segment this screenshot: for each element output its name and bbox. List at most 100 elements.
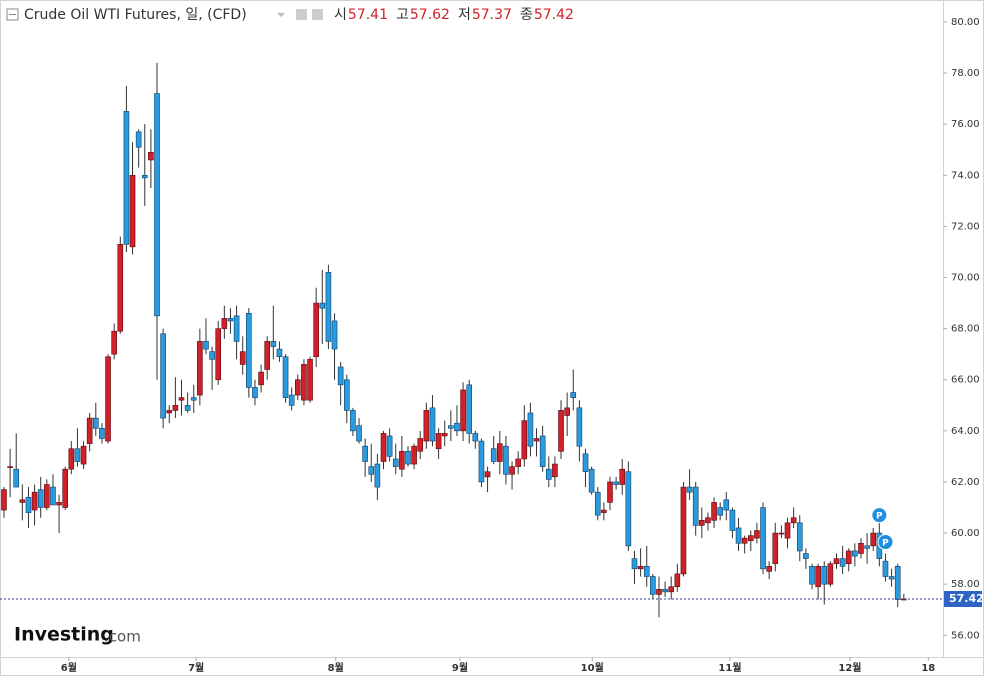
candle-body: [368, 466, 375, 475]
candle-body: [643, 565, 650, 577]
candle-body: [790, 517, 797, 524]
candle-body: [386, 435, 393, 457]
candle-body: [441, 433, 448, 437]
candle-body: [778, 532, 785, 535]
candle-body: [497, 443, 503, 462]
candle-body: [417, 438, 424, 452]
candle-body: [607, 481, 613, 503]
ohlc-value: 57.37: [472, 7, 512, 23]
y-tick-label: 62.00: [951, 477, 980, 488]
candle-body: [582, 453, 589, 473]
candle-body: [233, 315, 240, 342]
candle-body: [337, 366, 344, 386]
candle-body: [319, 302, 326, 309]
candle-body: [613, 481, 619, 485]
candle-body: [74, 448, 81, 462]
candle-body: [172, 404, 179, 411]
candle-body: [588, 468, 595, 493]
x-tick-label: 10월: [581, 662, 604, 674]
candle-body: [760, 507, 766, 570]
candle-body: [129, 175, 136, 248]
candle-body: [631, 558, 638, 570]
candle-body: [44, 484, 50, 508]
candle-body: [258, 371, 264, 386]
candle-body: [692, 486, 699, 526]
candle-body: [680, 486, 687, 575]
candle-body: [601, 509, 607, 513]
candle-body: [123, 111, 130, 245]
candle-body: [288, 394, 295, 406]
annotation-label: P: [882, 539, 889, 549]
close-icon[interactable]: [312, 9, 323, 20]
candle-body: [515, 458, 521, 467]
candle-body: [472, 433, 479, 442]
candle-body: [56, 502, 62, 506]
x-tick-label: 18: [921, 663, 935, 674]
annotation-label: P: [876, 512, 883, 522]
candle-body: [68, 448, 75, 470]
candle-body: [699, 519, 705, 526]
candle-body: [301, 364, 307, 401]
candle-body: [576, 407, 583, 447]
dropdown-arrow[interactable]: [277, 13, 285, 17]
candle-body: [31, 491, 38, 511]
candle-body: [466, 384, 473, 434]
y-tick-label: 68.00: [951, 324, 980, 335]
y-tick-label: 66.00: [951, 375, 980, 386]
candle-body: [772, 532, 779, 565]
candle-body: [325, 272, 332, 342]
candle-body: [723, 499, 730, 511]
candle-body: [246, 312, 252, 388]
candle-body: [135, 131, 142, 148]
candle-body: [809, 565, 815, 585]
candle-body: [252, 387, 258, 398]
candle-body: [276, 348, 283, 358]
candle-body: [668, 586, 675, 593]
y-tick-label: 72.00: [951, 221, 980, 232]
candle-body: [239, 351, 246, 365]
candle-body: [864, 545, 870, 549]
candle-body: [25, 496, 32, 513]
last-price-tag: [944, 590, 982, 607]
y-tick-label: 78.00: [951, 68, 980, 79]
candle-body: [527, 412, 534, 447]
candle-body: [99, 427, 105, 439]
candle-body: [270, 341, 277, 347]
candle-body: [754, 530, 760, 539]
candle-body: [839, 558, 846, 567]
candle-body: [80, 445, 87, 465]
candle-body: [882, 560, 889, 577]
candle-body: [815, 565, 821, 588]
candle-body: [845, 550, 852, 565]
candle-body: [558, 410, 564, 452]
candle-body: [350, 410, 356, 432]
candle-body: [833, 558, 840, 565]
candle-body: [166, 410, 173, 414]
candle-body: [521, 420, 528, 460]
settings-icon[interactable]: [296, 9, 307, 20]
candle-body: [92, 417, 99, 429]
candle-body: [894, 565, 901, 600]
candle-body: [803, 553, 809, 559]
candle-body: [374, 463, 381, 488]
candle-body: [821, 565, 828, 585]
candle-body: [686, 486, 693, 493]
candle-body: [460, 389, 466, 432]
ohlc-value: 57.41: [348, 7, 388, 23]
candle-body: [7, 466, 13, 468]
candle-body: [209, 351, 215, 360]
candle-body: [227, 318, 234, 322]
candle-body: [662, 588, 668, 593]
candle-body: [50, 486, 56, 506]
candle-body: [570, 392, 577, 398]
candle-body: [454, 422, 460, 432]
candle-body: [435, 433, 442, 450]
candle-body: [411, 445, 417, 465]
candle-body: [148, 152, 154, 161]
y-tick-label: 74.00: [951, 170, 980, 181]
y-tick-label: 64.00: [951, 426, 980, 437]
chart-title: Crude Oil WTI Futures, 일, (CFD): [24, 7, 247, 23]
candle-body: [221, 318, 228, 329]
